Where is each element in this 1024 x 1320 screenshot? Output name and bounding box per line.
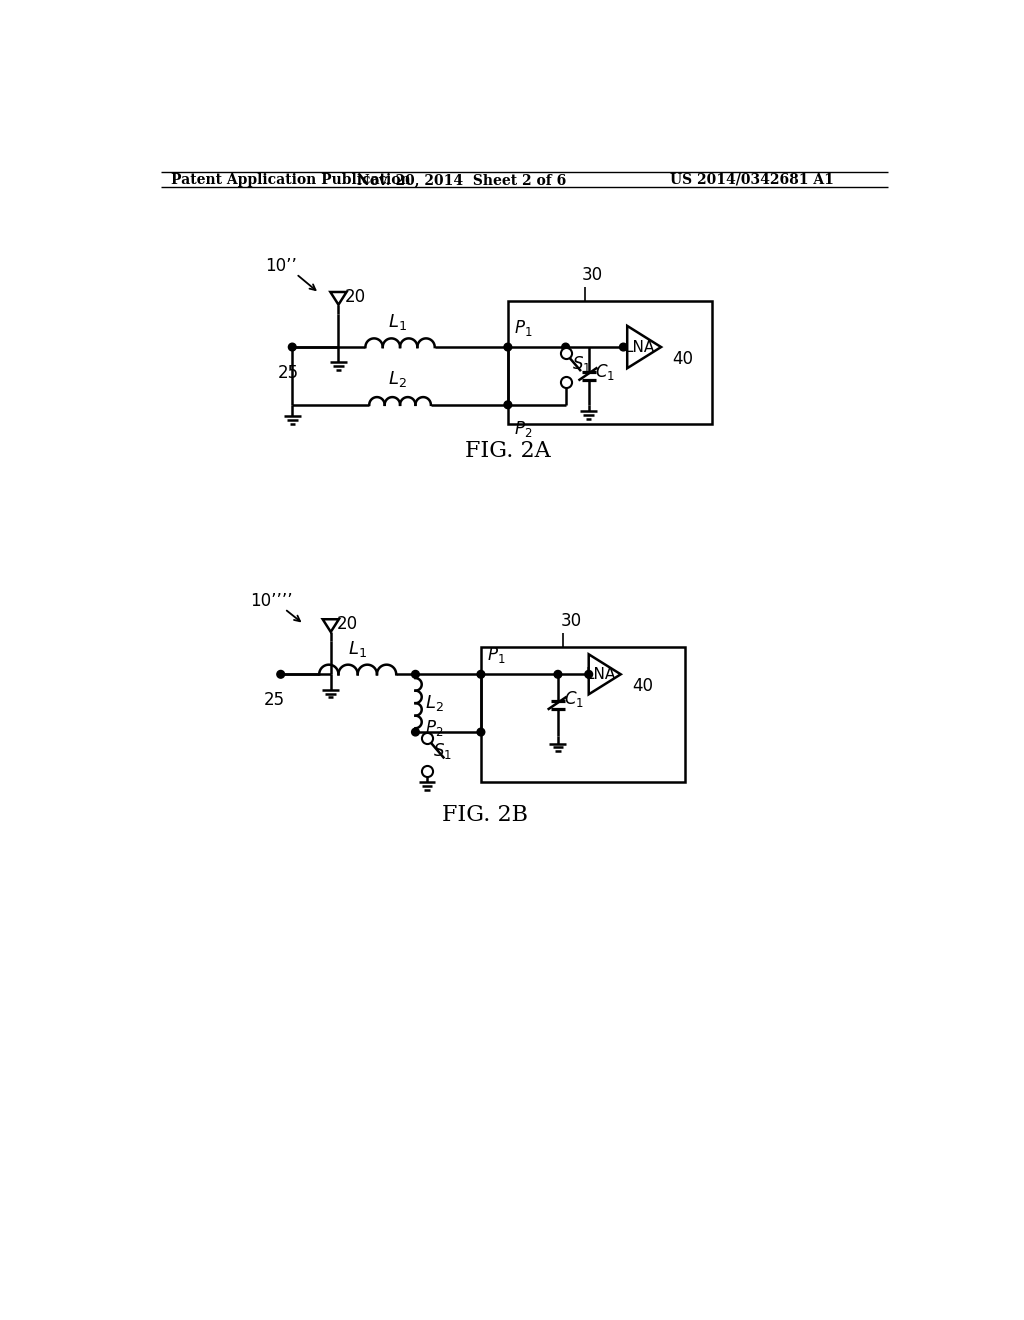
Bar (508, 301, 712, 424)
Text: $L_2$: $L_2$ (425, 693, 443, 713)
Text: $P_2$: $P_2$ (514, 418, 532, 438)
Circle shape (504, 401, 512, 409)
Circle shape (276, 671, 285, 678)
Text: 40: 40 (672, 350, 693, 367)
Text: $P_1$: $P_1$ (487, 645, 506, 665)
Text: $C_1$: $C_1$ (564, 689, 584, 709)
Text: 25: 25 (264, 692, 285, 709)
Text: US 2014/0342681 A1: US 2014/0342681 A1 (670, 173, 834, 187)
Text: 10’’’’: 10’’’’ (250, 593, 293, 610)
Circle shape (412, 729, 419, 737)
Text: $P_2$: $P_2$ (425, 718, 443, 738)
Text: $L_1$: $L_1$ (388, 312, 408, 331)
Bar (481, 647, 685, 781)
Circle shape (412, 671, 419, 678)
Text: FIG. 2A: FIG. 2A (465, 440, 551, 462)
Text: $C_1$: $C_1$ (595, 362, 614, 381)
Text: 20: 20 (337, 615, 358, 634)
Text: $S_1$: $S_1$ (571, 354, 591, 374)
Text: 10’’: 10’’ (265, 257, 297, 275)
Text: FIG. 2B: FIG. 2B (441, 804, 527, 826)
Circle shape (620, 343, 628, 351)
Circle shape (477, 729, 484, 737)
Text: 20: 20 (345, 288, 366, 306)
Text: 25: 25 (278, 364, 299, 381)
Circle shape (289, 343, 296, 351)
Text: $P_1$: $P_1$ (514, 318, 532, 338)
Text: 40: 40 (633, 677, 653, 694)
Text: Patent Application Publication: Patent Application Publication (171, 173, 411, 187)
Text: LNA: LNA (586, 667, 615, 682)
Text: LNA: LNA (625, 339, 655, 355)
Circle shape (477, 671, 484, 678)
Text: 30: 30 (582, 265, 603, 284)
Text: $S_1$: $S_1$ (433, 741, 453, 760)
Circle shape (504, 343, 512, 351)
Text: 30: 30 (560, 612, 582, 631)
Text: $L_2$: $L_2$ (388, 370, 408, 389)
Text: Nov. 20, 2014  Sheet 2 of 6: Nov. 20, 2014 Sheet 2 of 6 (357, 173, 566, 187)
Circle shape (585, 671, 593, 678)
Circle shape (562, 343, 569, 351)
Circle shape (554, 671, 562, 678)
Text: $L_1$: $L_1$ (348, 639, 368, 659)
